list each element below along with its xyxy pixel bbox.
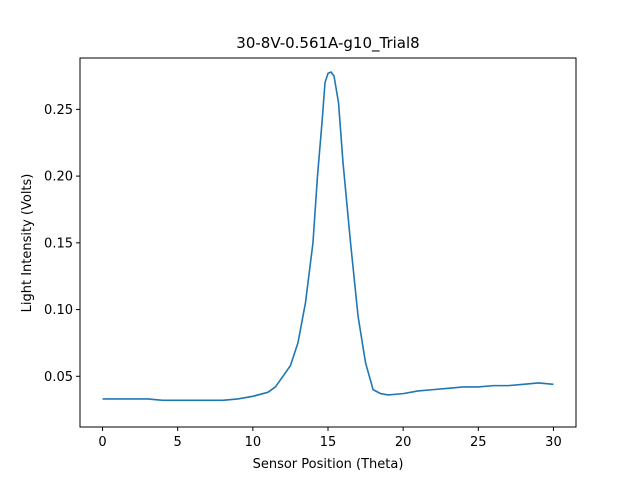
y-tick-label: 0.15 [44, 236, 73, 251]
x-tick-label: 20 [395, 435, 412, 450]
x-axis-label: Sensor Position (Theta) [253, 457, 404, 472]
x-tick-label: 5 [174, 435, 182, 450]
y-axis-label: Light Intensity (Volts) [20, 174, 35, 313]
x-tick-label: 30 [545, 435, 562, 450]
y-tick-label: 0.10 [44, 303, 73, 318]
y-tick-label: 0.25 [44, 103, 73, 118]
y-tick-label: 0.05 [44, 370, 73, 385]
plot-frame [79, 57, 577, 428]
series-line [102, 71, 554, 402]
plot-area [102, 71, 554, 402]
x-tick-label: 15 [320, 435, 337, 450]
x-axis: 0 5 10 15 20 25 30 [98, 427, 562, 450]
x-tick-label: 0 [98, 435, 106, 450]
x-tick-label: 25 [470, 435, 487, 450]
y-axis: 0.05 0.10 0.15 0.20 0.25 [44, 103, 80, 385]
y-tick-label: 0.20 [44, 170, 73, 185]
chart-title: 30-8V-0.561A-g10_Trial8 [236, 34, 419, 53]
x-tick-label: 10 [245, 435, 262, 450]
